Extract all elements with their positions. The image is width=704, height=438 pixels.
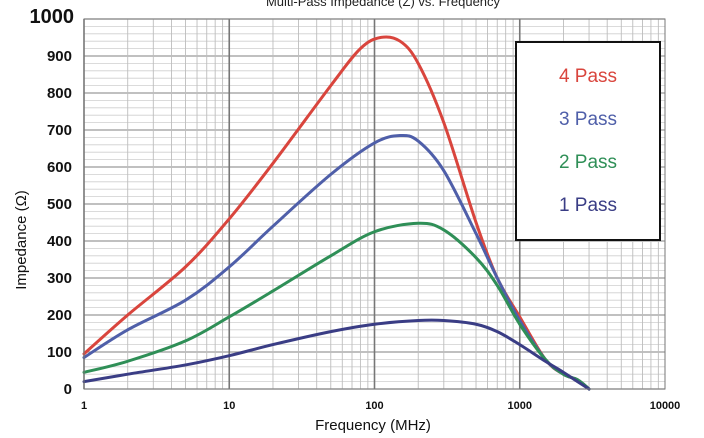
x-tick-label: 100 (365, 400, 383, 412)
series-layer (82, 35, 591, 391)
legend-box (515, 41, 661, 241)
legend-entry: 2 Pass (559, 152, 617, 173)
x-tick-label: 10000 (650, 400, 681, 412)
y-tick-label: 300 (47, 270, 72, 287)
y-tick-label: 0 (64, 381, 72, 398)
x-tick-label: 1000 (508, 400, 532, 412)
series-line-1-pass (82, 318, 591, 391)
plot-frame (83, 18, 666, 390)
y-tick-label: 1000 (30, 6, 75, 28)
y-tick-label: 800 (47, 85, 72, 102)
y-tick-label: 600 (47, 159, 72, 176)
x-tick-label: 10 (223, 400, 235, 412)
y-tick-label: 900 (47, 48, 72, 65)
y-tick-label: 100 (47, 344, 72, 361)
legend-entry: 4 Pass (559, 66, 617, 87)
x-tick-labels: 1 10 100 1000 10000 (81, 400, 680, 412)
legend-entry: 1 Pass (559, 195, 617, 216)
y-tick-labels: 0 100 200 300 400 500 600 700 800 900 1000 (30, 6, 75, 398)
legend-entry: 3 Pass (559, 109, 617, 130)
chart-title: Multi-Pass Impedance (Z) vs. Frequency (266, 0, 501, 9)
y-tick-label: 200 (47, 307, 72, 324)
x-tick-label: 1 (81, 400, 87, 412)
x-axis-label: Frequency (MHz) (315, 417, 431, 434)
legend: 4 Pass 3 Pass 2 Pass 1 Pass (515, 41, 661, 241)
y-axis-label: Impedance (Ω) (13, 190, 30, 290)
y-tick-label: 700 (47, 122, 72, 139)
y-tick-label: 500 (47, 196, 72, 213)
y-tick-label: 400 (47, 233, 72, 250)
